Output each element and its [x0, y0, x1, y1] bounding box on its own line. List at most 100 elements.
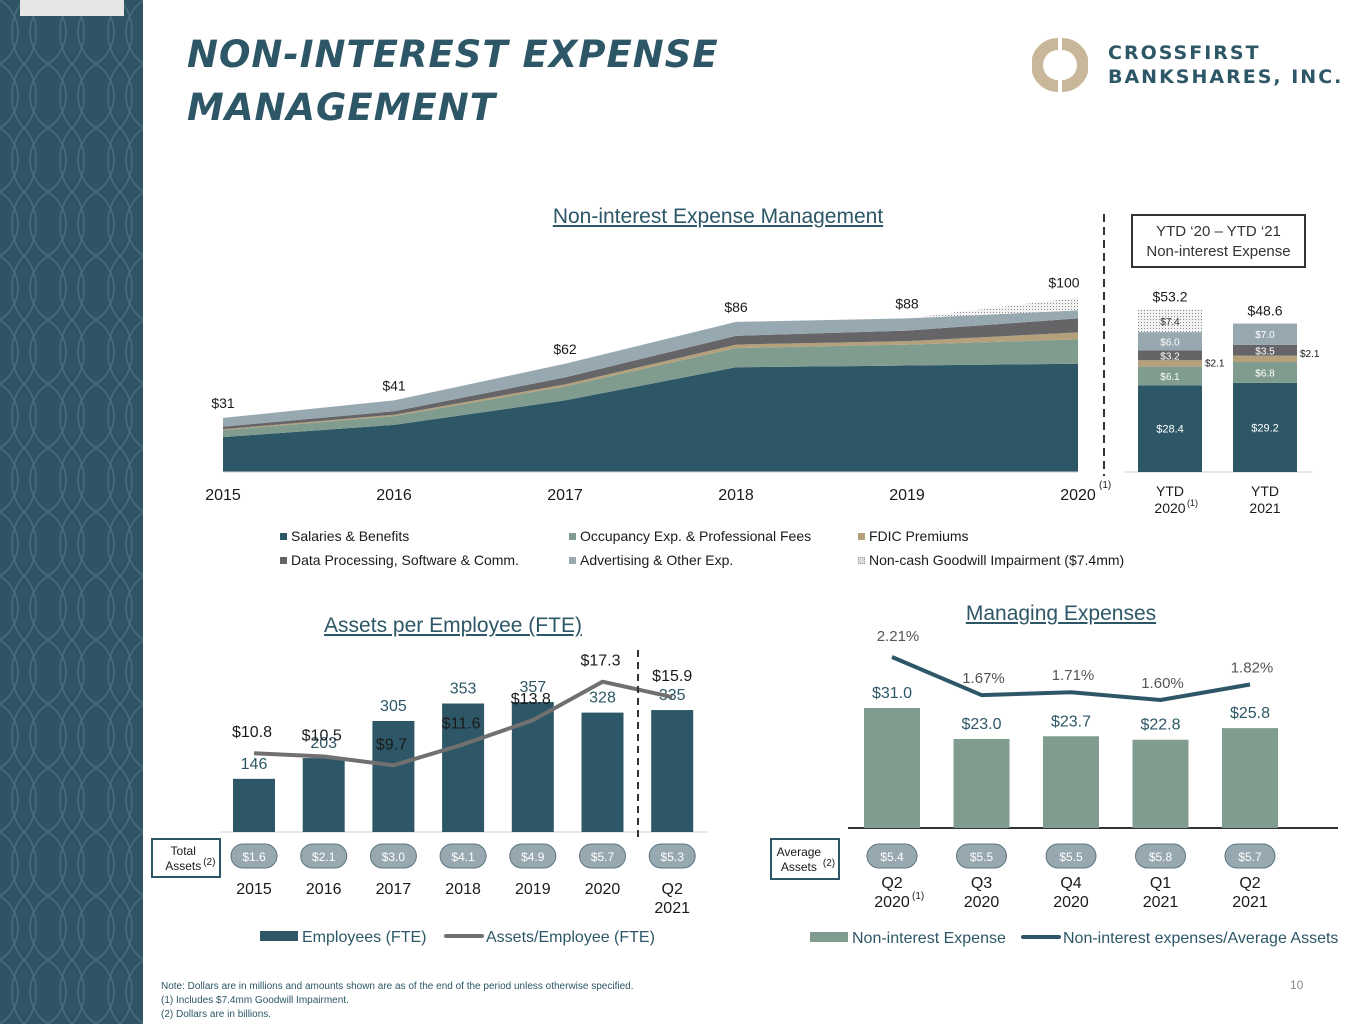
logo-text: CROSSFIRST BANKSHARES, INC.: [1108, 41, 1343, 89]
ytd-fdic-label-1: $2.1: [1300, 349, 1320, 360]
legend-goodwill-swatch: [858, 557, 865, 564]
ytd-bar-0-seg-2: [1138, 360, 1202, 367]
me-assets-value-3: $5.8: [1149, 850, 1173, 864]
ytd-bar-0-seg-3: [1138, 350, 1202, 361]
ape-cat-4: 2019: [515, 881, 551, 898]
me-bar-label-2: $23.7: [1051, 713, 1091, 730]
ape-bar-2: [372, 720, 415, 832]
side-tab: [20, 0, 124, 16]
legend-advertising: Advertising & Other Exp.: [569, 552, 733, 568]
area-x-tick-2016: 2016: [376, 487, 412, 504]
ytd-bar-1-seg-2: [1233, 355, 1297, 363]
ytd-label-0-3: $3.2: [1160, 351, 1180, 362]
ape-assets-pill-3: [439, 843, 487, 869]
decorative-side-panel: [0, 0, 143, 1024]
ytd-label-1-4: $7.0: [1255, 330, 1275, 341]
me-assets-pill-3: [1135, 843, 1186, 869]
me-cat-line1-0: Q2: [881, 875, 902, 892]
me-line-label-2: 1.71%: [1052, 667, 1095, 684]
me-bar-3: [1132, 739, 1189, 828]
me-legend-expense-swatch: [810, 932, 848, 942]
area-x-tick-2019: 2019: [889, 487, 925, 504]
managing-expenses-chart: $31.0 $23.0 $23.7 $22.8 $25.8 2.21% 1.67% 1.71%…: [848, 628, 1338, 911]
ytd-label-1-1: $6.8: [1255, 368, 1275, 379]
me-legend-ratio-label: Non-interest expenses/Average Assets: [1063, 930, 1339, 947]
me-cat-line2-2: 2020: [1053, 894, 1089, 911]
ape-assets-value-5: $5.7: [591, 850, 615, 864]
ape-assets-value-6: $5.3: [661, 850, 685, 864]
ytd-cat-line2-0: 2020: [1154, 500, 1185, 516]
legend-fdic-label: FDIC Premiums: [869, 528, 969, 544]
legend-data-processing-label: Data Processing, Software & Comm.: [291, 552, 519, 568]
area-x-tick-2020: 2020: [1060, 487, 1096, 504]
me-bar-2: [1043, 736, 1099, 828]
area-total-2018: $86: [724, 299, 748, 315]
area-series-0: [223, 363, 1078, 472]
area-series-4: [223, 310, 1078, 427]
ytd-bar-1-seg-1: [1233, 362, 1297, 383]
legend-occupancy: Occupancy Exp. & Professional Fees: [569, 528, 811, 544]
legend-goodwill-label: Non-cash Goodwill Impairment ($7.4mm): [869, 552, 1125, 568]
average-assets-label: Average Assets (2): [770, 838, 840, 880]
ape-bar-1: [302, 758, 345, 832]
legend-salaries: Salaries & Benefits: [280, 528, 409, 544]
me-cat-line2-0: 2020: [874, 894, 910, 911]
page-title: NON-INTEREST EXPENSE MANAGEMENT: [187, 33, 719, 129]
logo-line1: CROSSFIRST: [1108, 42, 1261, 64]
ytd-separator: (1): [1099, 214, 1111, 491]
ape-cat-0: 2015: [236, 881, 272, 898]
me-cat-line1-3: Q1: [1150, 875, 1171, 892]
ytd-box: YTD ‘20 – YTD ‘21 Non-interest Expense: [1131, 214, 1306, 268]
ape-legend-ratio: Assets/Employee (FTE): [444, 929, 655, 947]
ape-chart-title: Assets per Employee (FTE): [324, 614, 582, 637]
note-general: Note: Dollars are in millions and amount…: [161, 981, 634, 992]
me-line-label-1: 1.67%: [962, 670, 1005, 687]
area-series-1: [223, 339, 1078, 438]
note-1: (1) Includes $7.4mm Goodwill Impairment.: [161, 995, 349, 1006]
area-total-2015: $31: [211, 395, 235, 411]
total-assets-sup: (2): [203, 857, 216, 868]
legend-salaries-label: Salaries & Benefits: [291, 528, 410, 544]
page-number: 10: [1290, 978, 1304, 992]
ape-bar-0: [233, 778, 275, 832]
ytd-bar-1-seg-3: [1233, 344, 1297, 356]
total-assets-text: Total Assets: [165, 844, 202, 873]
ape-assets-pill-1: [300, 843, 348, 869]
average-assets-text: Average Assets: [776, 845, 822, 874]
me-assets-value-2: $5.5: [1059, 850, 1083, 864]
ape-line-label-4: $13.8: [511, 691, 551, 708]
ape-line-label-6: $15.9: [652, 668, 692, 685]
ytd-bar-0-seg-1: [1138, 366, 1202, 386]
ape-bar-5: [581, 712, 624, 832]
ape-bar-3: [442, 703, 485, 832]
me-assets-value-1: $5.5: [970, 850, 994, 864]
me-bar-label-4: $25.8: [1230, 705, 1270, 722]
ytd-cat-line2-1: 2021: [1249, 500, 1280, 516]
legend-occupancy-label: Occupancy Exp. & Professional Fees: [580, 528, 812, 544]
logo-line2: BANKSHARES, INC.: [1108, 66, 1344, 88]
ape-assets-value-2: $3.0: [382, 850, 406, 864]
me-bar-label-0: $31.0: [872, 685, 912, 702]
ape-line-label-3: $11.6: [442, 715, 481, 732]
me-assets-pill-0: [866, 843, 918, 869]
ape-legend-employees-label: Employees (FTE): [302, 929, 427, 946]
area-chart: 2015 2016 2017 2018 2019 2020 $31 $41 $62 $86 $88 $…: [205, 274, 1096, 504]
ape-bar-label-0: 146: [241, 756, 268, 773]
ytd-total-1: $48.6: [1247, 303, 1282, 319]
ape-assets-value-3: $4.1: [451, 850, 475, 864]
legend-fdic-swatch: [858, 533, 865, 540]
ape-bar-6: [651, 710, 694, 832]
me-assets-value-0: $5.4: [880, 850, 904, 864]
crossfirst-logo-icon: [1032, 38, 1088, 92]
ytd-label-1-3: $3.5: [1255, 346, 1275, 357]
ytd-box-line2: Non-interest Expense: [1146, 243, 1291, 260]
me-line-label-0: 2.21%: [877, 628, 920, 645]
average-assets-sup: (2): [822, 858, 836, 869]
legend-occupancy-swatch: [569, 533, 576, 540]
ytd-bar-1-seg-0: [1233, 382, 1297, 472]
ytd-label-0-1: $6.1: [1160, 372, 1180, 383]
pattern-graphic: [0, 0, 143, 1024]
area-x-tick-2015: 2015: [205, 487, 241, 504]
ape-bar-label-1: 203: [310, 735, 337, 752]
